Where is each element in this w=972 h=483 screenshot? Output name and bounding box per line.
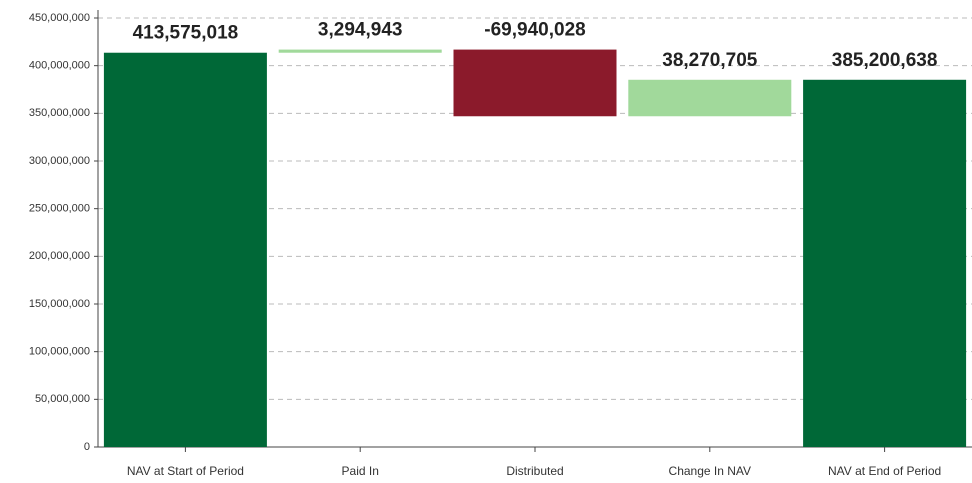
bar [803, 79, 967, 447]
bar [103, 52, 267, 447]
y-tick-label: 250,000,000 [29, 203, 90, 215]
value-label: 385,200,638 [832, 50, 938, 71]
x-tick-label: Distributed [506, 464, 563, 478]
y-tick-label: 150,000,000 [29, 298, 90, 310]
bar [278, 49, 442, 53]
y-tick-label: 100,000,000 [29, 346, 90, 358]
y-tick-label: 300,000,000 [29, 155, 90, 167]
x-tick-label: NAV at End of Period [828, 464, 941, 478]
value-label: 38,270,705 [662, 50, 758, 71]
y-tick-label: 350,000,000 [29, 107, 90, 119]
x-tick-label: Change In NAV [669, 464, 752, 478]
y-tick-label: 400,000,000 [29, 60, 90, 72]
y-tick-label: 50,000,000 [35, 393, 90, 405]
x-tick-label: NAV at Start of Period [127, 464, 244, 478]
value-label: 413,575,018 [133, 23, 239, 44]
y-tick-label: 450,000,000 [29, 12, 90, 24]
value-label: 3,294,943 [318, 20, 403, 41]
x-tick-label: Paid In [342, 464, 379, 478]
bar [628, 79, 792, 117]
y-tick-label: 200,000,000 [29, 250, 90, 262]
bar [453, 49, 617, 117]
y-tick-label: 0 [84, 441, 90, 453]
value-label: -69,940,028 [484, 20, 585, 41]
